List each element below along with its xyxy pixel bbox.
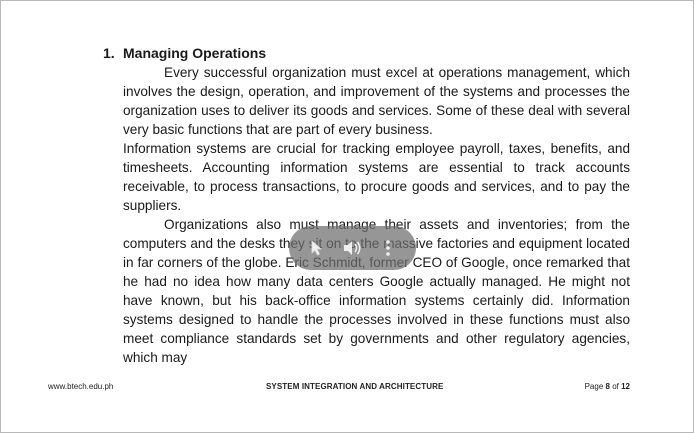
section-heading: 1. Managing Operations [103,44,630,63]
volume-icon[interactable] [340,236,364,260]
footer-page-number: Page 8 of 12 [584,382,630,391]
paragraph-assets: Organizations also must manage their ass… [123,217,630,365]
cursor-icon[interactable] [305,236,329,260]
section-title: Managing Operations [123,45,267,61]
paragraph-information-systems: Information systems are crucial for trac… [123,141,630,213]
paragraph-operations-intro: Every successful organization must excel… [123,65,630,137]
footer-website: www.btech.edu.ph [48,382,114,391]
section-number: 1. [103,45,115,61]
page-content: 1. Managing Operations Every successful … [103,44,630,367]
media-controls-overlay[interactable] [289,226,416,270]
footer-course-title: SYSTEM INTEGRATION AND ARCHITECTURE [266,382,444,391]
more-options-icon[interactable] [376,236,400,260]
